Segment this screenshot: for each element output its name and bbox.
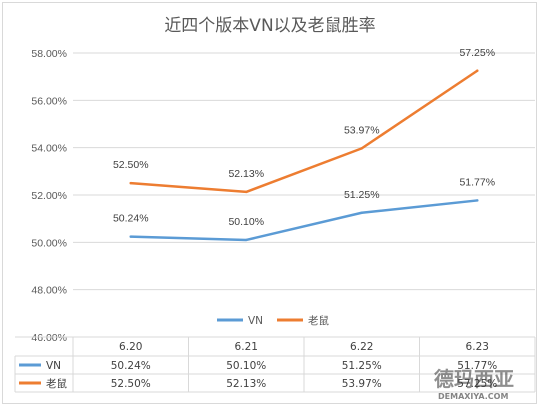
data-point: [360, 147, 363, 150]
table-cell: 51.77%: [457, 360, 497, 372]
table-cell: 50.24%: [111, 360, 151, 372]
legend-label: VN: [248, 315, 263, 327]
x-tick-label: 6.23: [466, 341, 489, 353]
data-table: 6.20 6.21 6.22 6.23 VN 50.24% 50.10% 51.25% 51.7…: [14, 336, 536, 393]
table-cell: 57.25%: [457, 378, 497, 390]
series-line-1: [129, 199, 479, 242]
chart-title: 近四个版本VN以及老鼠胜率: [164, 16, 375, 36]
data-label: 52.13%: [228, 168, 264, 180]
y-tick-label: 56.00%: [31, 95, 67, 107]
gridlines: [73, 52, 535, 338]
watermark-subtext: DEMAXIYA.COM: [438, 392, 508, 401]
x-tick-label: 6.21: [235, 341, 258, 353]
data-point: [129, 181, 132, 185]
data-point: [129, 235, 132, 238]
y-tick-label: 58.00%: [31, 48, 67, 60]
table-cell: 51.25%: [342, 360, 382, 372]
data-label: 53.97%: [344, 124, 380, 136]
series-line-2: [129, 69, 479, 194]
watermark: 德玛西亚 DEMAXIYA.COM: [434, 367, 514, 401]
data-labels: 50.24% 50.10% 51.25% 51.77% 52.50% 52.13% 53.9…: [113, 47, 495, 228]
table-cell: 50.10%: [226, 360, 266, 372]
table-cell: 52.50%: [111, 378, 151, 390]
data-point: [245, 190, 248, 194]
data-label: 50.24%: [113, 213, 149, 225]
data-point: [476, 69, 479, 72]
legend: VN 老鼠: [217, 314, 329, 327]
watermark-text: 德玛西亚: [434, 367, 514, 391]
x-tick-label: 6.22: [350, 341, 373, 353]
y-tick-label: 54.00%: [31, 143, 67, 155]
data-label: 51.77%: [459, 176, 495, 188]
table-series-name: 老鼠: [46, 377, 67, 390]
y-axis-ticks: 46.00% 48.00% 50.00% 52.00% 54.00% 56.00% 58.0…: [31, 48, 67, 344]
y-tick-label: 48.00%: [31, 285, 67, 297]
x-tick-label: 6.20: [119, 341, 142, 353]
data-label: 51.25%: [344, 189, 380, 201]
y-tick-label: 46.00%: [31, 332, 67, 344]
data-point: [476, 199, 479, 202]
data-label: 50.10%: [228, 216, 264, 228]
y-tick-label: 52.00%: [31, 190, 67, 202]
series-lines: [129, 69, 479, 242]
table-series-name: VN: [46, 360, 61, 372]
legend-label: 老鼠: [308, 314, 329, 327]
data-label: 52.50%: [113, 159, 149, 171]
data-point: [245, 238, 248, 242]
table-cell: 53.97%: [342, 378, 382, 390]
data-point: [360, 211, 363, 214]
table-cell: 52.13%: [226, 378, 266, 390]
y-tick-label: 50.00%: [31, 237, 67, 249]
data-label: 57.25%: [459, 47, 495, 59]
